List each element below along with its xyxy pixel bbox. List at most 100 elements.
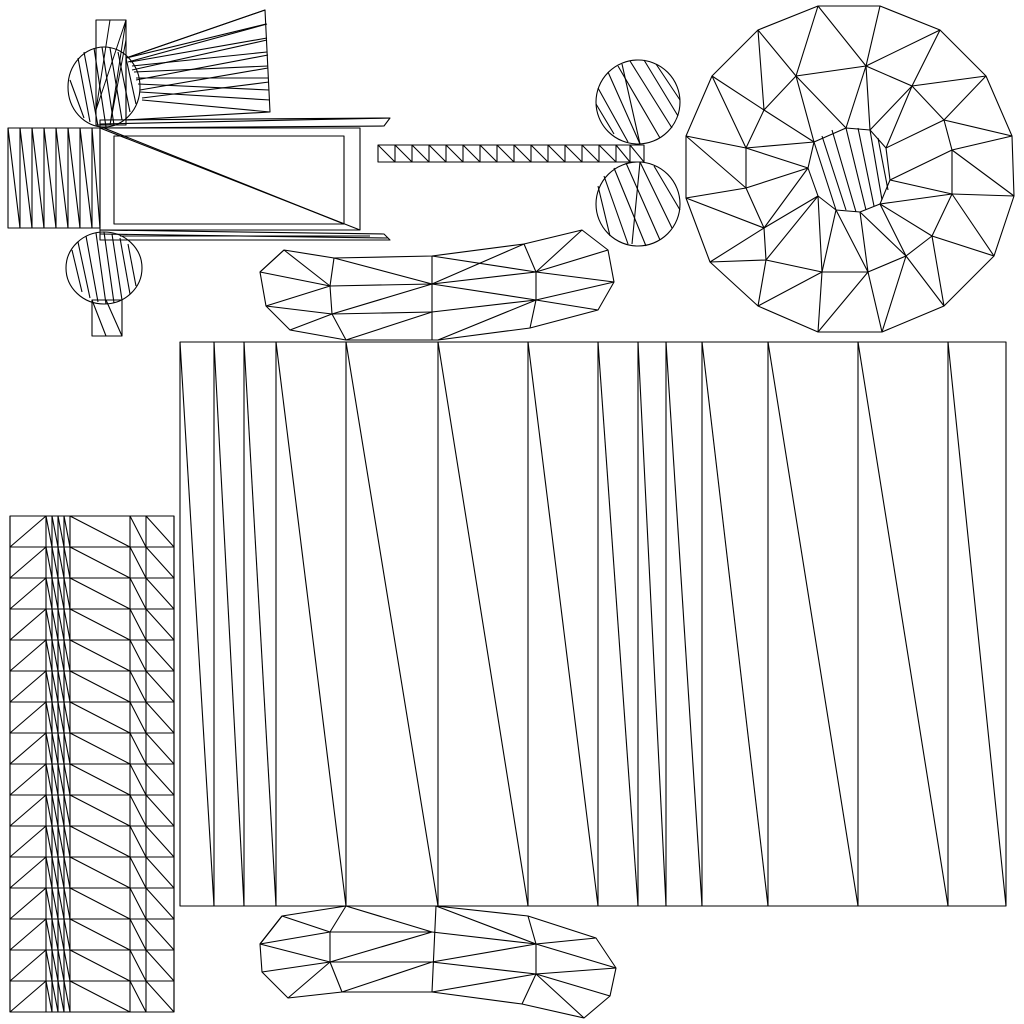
grid-edge (51, 515, 59, 548)
grid-edge (51, 887, 59, 920)
grid-edge (45, 639, 53, 672)
bottom-rounded-band (259, 905, 617, 1019)
grid-edge (45, 732, 53, 765)
top-left-fan-strips (95, 9, 271, 126)
grid-edge (45, 515, 53, 548)
grid-edge (69, 794, 131, 827)
grid-edge (51, 546, 59, 579)
grid-edge (69, 670, 131, 703)
grid-edge (57, 949, 65, 982)
grid-edge (63, 732, 71, 765)
grid-edge (129, 918, 147, 951)
grid-edge (9, 701, 47, 734)
grid-edge (45, 918, 53, 951)
top-middle-strip (377, 144, 645, 163)
grid-edge (51, 732, 59, 765)
grid-edge (57, 577, 65, 610)
grid-edge (57, 856, 65, 889)
grid-edge (57, 639, 65, 672)
grid-edge (145, 763, 175, 796)
grid-edge (145, 732, 175, 765)
grid-edge (63, 856, 71, 889)
grid-edge (51, 825, 59, 858)
grid-edge (51, 949, 59, 982)
grid-edge (129, 701, 147, 734)
grid-edge (45, 546, 53, 579)
grid-edge (51, 794, 59, 827)
grid-edge (129, 546, 147, 579)
grid-edge (129, 577, 147, 610)
grid-edge (145, 639, 175, 672)
grid-edge (45, 887, 53, 920)
grid-edge (57, 887, 65, 920)
top-left-cylinder-cap (67, 46, 141, 128)
grid-edge (9, 639, 47, 672)
left-grid-strip (9, 515, 175, 1013)
grid-edge (45, 577, 53, 610)
grid-edge (69, 763, 131, 796)
grid-edge (45, 949, 53, 982)
grid-edge (9, 794, 47, 827)
grid-edge (51, 577, 59, 610)
grid-edge (57, 763, 65, 796)
grid-edge (69, 732, 131, 765)
grid-edge (45, 825, 53, 858)
grid-edge (129, 949, 147, 982)
grid-edge (63, 701, 71, 734)
grid-edge (9, 949, 47, 982)
grid-edge (63, 949, 71, 982)
grid-edge (51, 980, 59, 1013)
top-right-large-disc (685, 5, 1015, 333)
grid-edge (145, 794, 175, 827)
grid-edge (129, 639, 147, 672)
grid-edge (57, 515, 65, 548)
grid-edge (145, 701, 175, 734)
grid-edge (9, 670, 47, 703)
grid-edge (69, 515, 131, 548)
grid-edge (129, 887, 147, 920)
grid-edge (69, 546, 131, 579)
grid-edge (69, 918, 131, 951)
grid-edge (51, 918, 59, 951)
grid-edge (9, 918, 47, 951)
grid-edge (57, 701, 65, 734)
top-right-small-caps (595, 59, 681, 247)
grid-edge (69, 949, 131, 982)
grid-edge (51, 856, 59, 889)
grid-edge (145, 949, 175, 982)
grid-edge (51, 639, 59, 672)
grid-edge (145, 887, 175, 920)
grid-edge (9, 515, 47, 548)
grid-edge (57, 608, 65, 641)
grid-edge (129, 608, 147, 641)
grid-edge (145, 608, 175, 641)
grid-edge (63, 639, 71, 672)
grid-edge (69, 608, 131, 641)
large-rectangular-panel (179, 341, 1007, 907)
grid-edge (145, 670, 175, 703)
grid-edge (57, 825, 65, 858)
grid-edge (145, 546, 175, 579)
grid-edge (69, 577, 131, 610)
grid-edge (45, 794, 53, 827)
grid-edge (129, 763, 147, 796)
grid-edge (57, 980, 65, 1013)
grid-edge (145, 825, 175, 858)
grid-edge (63, 763, 71, 796)
top-left-large-panel (7, 117, 391, 241)
grid-edge (57, 546, 65, 579)
grid-edge (9, 732, 47, 765)
grid-edge (51, 670, 59, 703)
grid-edge (129, 825, 147, 858)
grid-edge (129, 856, 147, 889)
top-left-lower-cap (65, 231, 143, 337)
grid-edge (57, 794, 65, 827)
grid-edge (129, 980, 147, 1013)
grid-edge (9, 577, 47, 610)
grid-edge (9, 608, 47, 641)
grid-edge (145, 918, 175, 951)
grid-edge (51, 608, 59, 641)
grid-edge (63, 918, 71, 951)
grid-edge (69, 856, 131, 889)
grid-edge (69, 639, 131, 672)
